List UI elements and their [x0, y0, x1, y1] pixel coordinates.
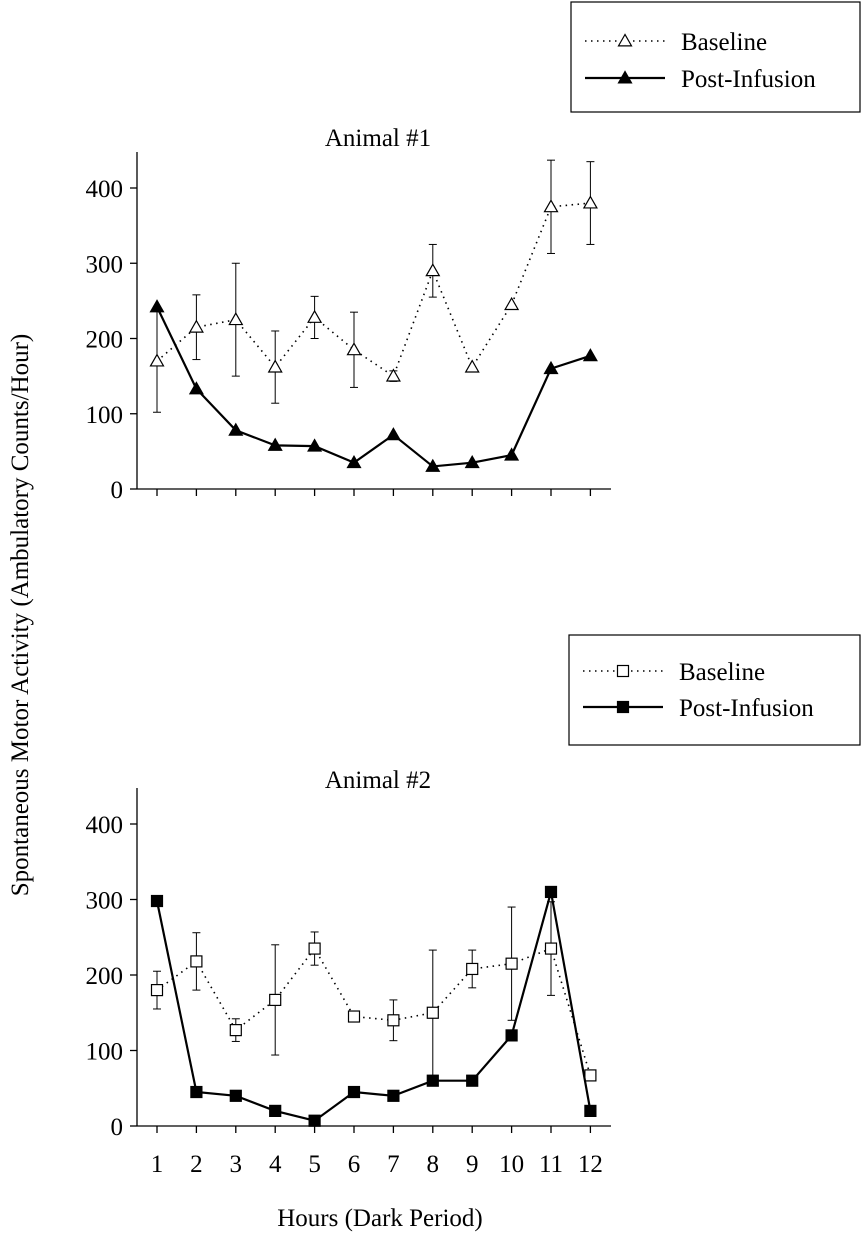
y-tick-label: 200 [86, 327, 124, 354]
data-point [543, 360, 559, 375]
data-point [425, 458, 441, 472]
data-point [269, 1104, 282, 1118]
data-point [269, 993, 282, 1007]
legend-marker [617, 33, 633, 47]
data-point [387, 1089, 400, 1102]
legend-marker [616, 700, 630, 714]
y-tick-label: 400 [86, 176, 124, 203]
data-point [188, 319, 204, 333]
data-point [505, 1029, 518, 1042]
data-point [544, 885, 558, 899]
data-point [347, 1085, 361, 1099]
y-tick-label: 0 [111, 477, 124, 504]
y-axis-label: Spontaneous Motor Activity (Ambulatory C… [7, 334, 34, 896]
x-tick-label: 1 [151, 1151, 164, 1178]
x-tick-label: 6 [348, 1151, 361, 1178]
legend-marker [616, 664, 630, 678]
data-point [308, 942, 321, 955]
x-tick-label: 11 [539, 1151, 563, 1178]
data-point [308, 1114, 321, 1127]
data-point [267, 359, 283, 373]
plot-area [149, 159, 598, 472]
data-point [466, 962, 479, 976]
data-point [150, 894, 164, 908]
data-point [385, 427, 401, 441]
data-point [190, 1085, 203, 1099]
x-tick-label: 8 [427, 1151, 440, 1178]
y-tick-label: 100 [86, 1039, 124, 1066]
data-point [584, 1069, 597, 1082]
legend-marker [617, 70, 633, 84]
series-line-post-infusion [155, 891, 592, 1122]
data-point [582, 195, 598, 209]
data-point [149, 299, 165, 313]
legend-label: Baseline [679, 659, 765, 686]
data-point [307, 309, 323, 323]
series-line-baseline [156, 202, 591, 378]
data-point [464, 359, 480, 373]
data-point [229, 1089, 242, 1102]
data-point [267, 437, 283, 451]
data-point [425, 263, 441, 277]
y-tick-label: 100 [86, 402, 124, 429]
data-point [426, 1006, 439, 1019]
data-point [229, 1024, 242, 1037]
series-line-post-infusion [156, 306, 591, 468]
data-point [307, 438, 323, 452]
x-tick-label: 10 [499, 1151, 524, 1178]
chart-animal-1: Animal #1 0 100 200 300 400 Baseline Post-Inf… [86, 1, 861, 504]
legend-box [570, 1, 861, 113]
data-point [582, 348, 598, 362]
y-tick-label: 300 [86, 888, 124, 915]
data-point [150, 983, 164, 997]
axes: 0 100 200 300 400 [86, 152, 611, 504]
chart-title: Animal #2 [325, 767, 431, 794]
data-point [346, 454, 362, 469]
data-point [188, 381, 204, 395]
x-tick-label: 9 [466, 1151, 479, 1178]
x-tick-label: 12 [578, 1151, 603, 1178]
x-tick-label: 5 [308, 1151, 321, 1178]
legend: Baseline Post-Infusion [585, 29, 816, 93]
data-point [347, 1010, 361, 1023]
data-point [504, 447, 520, 461]
y-tick-label: 0 [111, 1114, 124, 1141]
data-point [464, 454, 480, 469]
plot-area [150, 885, 597, 1127]
data-point [426, 1074, 439, 1087]
legend: Baseline Post-Infusion [583, 659, 814, 722]
series-line-baseline [156, 947, 592, 1076]
x-axis-label: Hours (Dark Period) [277, 1205, 483, 1232]
data-point [504, 296, 520, 311]
legend-label: Baseline [681, 29, 767, 56]
legend-label: Post-Infusion [681, 66, 816, 93]
data-point [544, 942, 558, 955]
data-point [466, 1074, 479, 1087]
data-point [385, 368, 401, 382]
data-point [387, 1014, 400, 1027]
y-tick-label: 200 [86, 963, 124, 990]
y-tick-label: 300 [86, 251, 124, 278]
x-tick-label: 7 [387, 1151, 400, 1178]
legend-box [568, 634, 861, 746]
data-point [149, 353, 165, 367]
data-point [228, 422, 244, 436]
y-tick-label: 400 [86, 812, 124, 839]
data-point [346, 342, 362, 356]
data-point [228, 311, 244, 326]
x-tick-label: 3 [230, 1151, 243, 1178]
x-tick-label: 2 [190, 1151, 203, 1178]
data-point [543, 199, 559, 213]
data-point [505, 957, 518, 970]
data-point [190, 955, 203, 968]
chart-title: Animal #1 [325, 125, 431, 152]
data-point [584, 1104, 597, 1118]
legend-label: Post-Infusion [679, 695, 814, 722]
x-tick-label: 4 [269, 1151, 282, 1178]
